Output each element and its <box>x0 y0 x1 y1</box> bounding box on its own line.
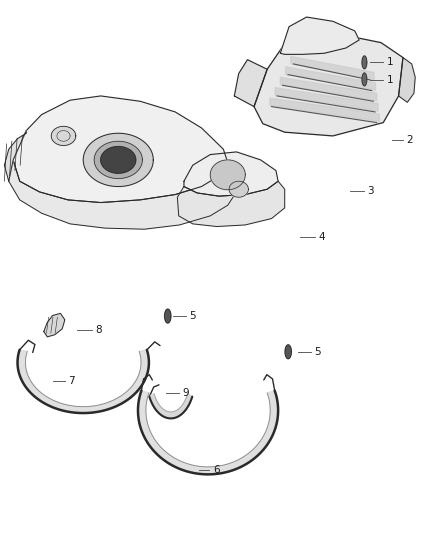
Polygon shape <box>285 345 291 359</box>
Text: 1: 1 <box>387 58 393 67</box>
Polygon shape <box>229 181 248 197</box>
Polygon shape <box>138 391 278 474</box>
Polygon shape <box>83 133 153 187</box>
Polygon shape <box>362 56 367 69</box>
Polygon shape <box>234 60 267 107</box>
Text: 5: 5 <box>314 347 321 357</box>
Text: 2: 2 <box>406 135 413 145</box>
Polygon shape <box>94 141 142 179</box>
Polygon shape <box>177 181 285 227</box>
Text: 9: 9 <box>182 388 189 398</box>
Polygon shape <box>18 350 149 413</box>
Polygon shape <box>165 309 171 323</box>
Text: 7: 7 <box>68 376 75 386</box>
Polygon shape <box>399 58 415 102</box>
Polygon shape <box>254 32 403 136</box>
Text: 4: 4 <box>319 232 325 242</box>
Text: 1: 1 <box>387 75 393 85</box>
Text: 6: 6 <box>213 465 219 475</box>
Polygon shape <box>44 313 65 337</box>
Polygon shape <box>9 160 237 229</box>
Polygon shape <box>280 17 359 54</box>
Polygon shape <box>13 96 228 203</box>
Text: 5: 5 <box>190 311 196 321</box>
Polygon shape <box>184 152 278 196</box>
Polygon shape <box>101 147 136 173</box>
Polygon shape <box>210 160 245 190</box>
Polygon shape <box>4 131 26 181</box>
Polygon shape <box>51 126 76 146</box>
Polygon shape <box>149 394 192 418</box>
Polygon shape <box>362 73 367 86</box>
Text: 3: 3 <box>367 187 374 196</box>
Text: 8: 8 <box>95 326 102 335</box>
